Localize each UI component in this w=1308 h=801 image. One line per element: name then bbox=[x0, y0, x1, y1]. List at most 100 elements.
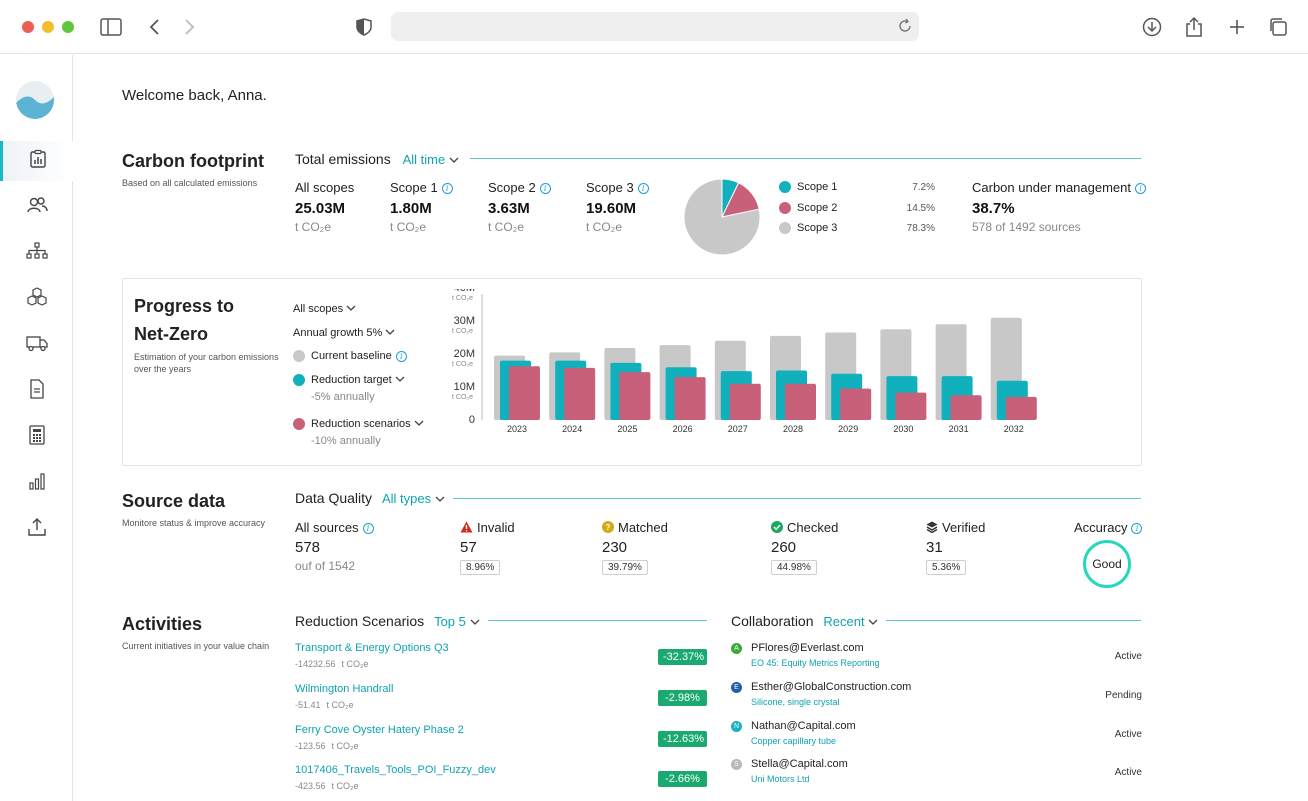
collaboration-topic[interactable]: Silicone, single crystal bbox=[751, 696, 840, 707]
scenario-link[interactable]: 1017406_Travels_Tools_POI_Fuzzy_dev bbox=[295, 764, 496, 777]
source-data-subtitle: Monitore status & improve accuracy bbox=[122, 518, 266, 528]
baseline-label: Current baseline bbox=[311, 350, 392, 362]
scenario-unit: t CO₂e bbox=[331, 781, 359, 792]
maximize-window-button[interactable] bbox=[62, 21, 74, 33]
shield-icon[interactable] bbox=[351, 14, 377, 40]
collaboration-topic[interactable]: Copper capillary tube bbox=[751, 735, 837, 746]
checked-percent-badge: 44.98% bbox=[771, 560, 817, 575]
info-icon[interactable]: i bbox=[1131, 523, 1143, 535]
y-tick-unit: t CO₂e bbox=[452, 361, 473, 368]
scenario-amount: -14232.56 bbox=[295, 659, 336, 669]
back-icon[interactable] bbox=[142, 14, 168, 40]
nav-users[interactable] bbox=[0, 187, 73, 227]
download-icon[interactable] bbox=[1139, 14, 1165, 40]
invalid-value: 57 bbox=[460, 539, 477, 556]
collaborator-email[interactable]: PFlores@Everlast.com bbox=[751, 642, 864, 654]
target-legend-dropdown[interactable]: Reduction target bbox=[293, 374, 405, 387]
target-rate: -5% annually bbox=[311, 391, 375, 403]
info-icon[interactable]: i bbox=[637, 183, 649, 195]
sidebar bbox=[0, 55, 73, 801]
legend-dot bbox=[779, 201, 791, 214]
y-tick-label: 10M bbox=[454, 381, 475, 393]
scenario-link[interactable]: Wilmington Handrall bbox=[295, 682, 394, 695]
info-icon[interactable]: i bbox=[395, 350, 407, 362]
time-filter-dropdown[interactable]: All time bbox=[403, 152, 459, 167]
logo[interactable] bbox=[16, 81, 54, 119]
scenario-change-badge: -12.63% bbox=[658, 730, 707, 747]
collaborator-email[interactable]: Esther@GlobalConstruction.com bbox=[751, 680, 912, 693]
section-divider bbox=[488, 620, 707, 621]
main-content: Welcome back, Anna. Carbon footprint Bas… bbox=[73, 55, 1308, 801]
scenario-legend-dropdown[interactable]: Reduction scenarios bbox=[293, 418, 424, 431]
nav-documents[interactable] bbox=[0, 371, 73, 411]
welcome-message: Welcome back, Anna. bbox=[122, 87, 267, 104]
nav-dashboard[interactable] bbox=[0, 141, 73, 181]
nav-calculator[interactable] bbox=[0, 417, 73, 457]
collaborator-email[interactable]: Stella@Capital.com bbox=[751, 758, 848, 771]
stat-label-text: All scopes bbox=[295, 180, 355, 195]
matched-percent-badge: 39.79% bbox=[602, 560, 648, 575]
scenario-bar bbox=[619, 372, 651, 420]
stat-label-text: Scope 1 bbox=[390, 180, 438, 195]
x-tick-label: 2024 bbox=[562, 424, 582, 434]
new-tab-icon[interactable] bbox=[1224, 14, 1250, 40]
legend-label: Scope 2 bbox=[797, 201, 838, 214]
sidebar-toggle-icon[interactable] bbox=[98, 14, 124, 40]
nav-logistics[interactable] bbox=[0, 325, 73, 365]
scenario-bar bbox=[729, 383, 761, 420]
chevron-down-icon bbox=[449, 157, 459, 163]
reduction-scenarios-label: Reduction Scenarios bbox=[295, 613, 425, 629]
invalid-text: Invalid bbox=[477, 520, 515, 535]
collaborator-email[interactable]: Nathan@Capital.com bbox=[751, 719, 856, 732]
pie-slice bbox=[683, 178, 761, 256]
scenario-unit: t CO₂e bbox=[331, 740, 359, 751]
source-data-title: Source data bbox=[122, 491, 226, 511]
info-icon[interactable]: i bbox=[539, 183, 551, 195]
scope-filter-value: All scopes bbox=[293, 303, 344, 315]
minimize-window-button[interactable] bbox=[42, 21, 54, 33]
address-bar[interactable] bbox=[391, 12, 919, 41]
scenario-unit: t CO₂e bbox=[326, 699, 354, 710]
nav-upload[interactable] bbox=[0, 509, 73, 549]
nav-analytics[interactable] bbox=[0, 463, 73, 503]
info-icon[interactable]: i bbox=[1135, 183, 1146, 195]
scenario-link[interactable]: Ferry Cove Oyster Hatery Phase 2 bbox=[295, 723, 464, 736]
growth-filter-dropdown[interactable]: Annual growth 5% bbox=[293, 327, 395, 339]
share-icon[interactable] bbox=[1181, 14, 1207, 40]
chevron-down-icon bbox=[414, 420, 424, 426]
x-tick-label: 2032 bbox=[1004, 424, 1024, 434]
avatar: E bbox=[731, 681, 742, 693]
recent-filter-dropdown[interactable]: Recent bbox=[823, 614, 878, 629]
close-window-button[interactable] bbox=[22, 21, 34, 33]
bar-chart-icon bbox=[28, 472, 46, 495]
info-icon[interactable]: i bbox=[362, 523, 374, 535]
chevron-down-icon bbox=[346, 305, 356, 311]
verified-percent-badge: 5.36% bbox=[926, 560, 967, 575]
stat-unit: t CO₂e bbox=[586, 220, 622, 234]
chevron-down-icon bbox=[470, 619, 479, 625]
avatar: S bbox=[731, 759, 742, 771]
types-filter-value: All types bbox=[381, 491, 432, 506]
status-badge: Pending bbox=[1105, 689, 1142, 701]
forward-icon[interactable] bbox=[176, 14, 202, 40]
nav-products[interactable] bbox=[0, 279, 73, 319]
tabs-overview-icon[interactable] bbox=[1265, 14, 1291, 40]
top-filter-dropdown[interactable]: Top 5 bbox=[434, 614, 479, 629]
nav-hierarchy[interactable] bbox=[0, 233, 73, 273]
scenario-value: -423.56 t CO₂e bbox=[295, 781, 359, 791]
x-tick-label: 2027 bbox=[728, 424, 748, 434]
scope-filter-dropdown[interactable]: All scopes bbox=[293, 303, 356, 315]
collaboration-topic[interactable]: EO 45: Equity Metrics Reporting bbox=[751, 658, 880, 668]
status-badge: Active bbox=[1114, 728, 1142, 740]
invalid-percent-badge: 8.96% bbox=[460, 560, 501, 575]
info-icon[interactable]: i bbox=[441, 183, 453, 195]
time-filter-value: All time bbox=[402, 152, 446, 167]
types-filter-dropdown[interactable]: All types bbox=[382, 491, 445, 506]
reload-icon[interactable] bbox=[897, 18, 913, 39]
net-zero-title-line2: Net-Zero bbox=[134, 324, 209, 344]
y-tick-label: 40M bbox=[454, 289, 475, 294]
scenario-link[interactable]: Transport & Energy Options Q3 bbox=[295, 642, 449, 654]
collaboration-topic[interactable]: Uni Motors Ltd bbox=[751, 774, 810, 785]
